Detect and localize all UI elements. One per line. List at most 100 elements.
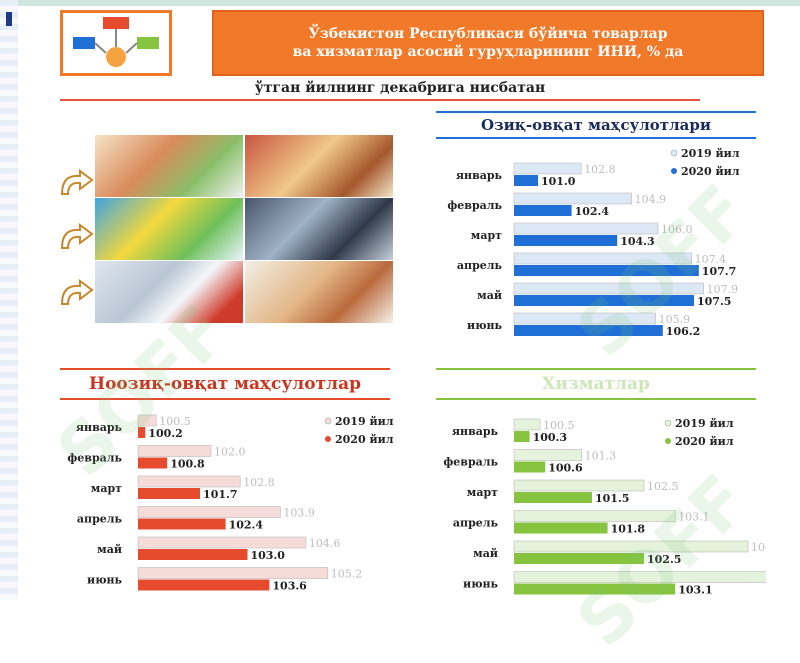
food-bar-2019: [513, 162, 582, 175]
services-value-label-2020: 103.1: [678, 584, 712, 597]
food-bar-2020: [514, 205, 572, 216]
page-title-line-1: Ўзбекистон Республикаси бўйича товарлар: [308, 26, 668, 42]
services-panel-top-rule: [436, 368, 756, 370]
services-bar-2019: [513, 571, 766, 583]
services-value-label-2019: 102.5: [647, 480, 679, 493]
services-category-label: апрель: [453, 517, 499, 530]
services-value-label-2020: 100.3: [533, 431, 567, 444]
nonfood-value-label-2019: 102.0: [214, 446, 246, 459]
food-bar-2019: [513, 312, 656, 325]
nonfood-bar-2020: [138, 488, 201, 499]
food-bar-2019: [513, 192, 632, 205]
nonfood-legend-2019: 2019 йил: [335, 415, 394, 428]
nonfood-bar-2019: [137, 536, 307, 549]
nonfood-category-label: март: [91, 482, 122, 495]
food-panel-top-rule: [436, 111, 756, 113]
food-legend-marker-2020: [671, 168, 677, 174]
curved-arrow-icon: [58, 278, 94, 308]
services-chart-title: Хизматлар: [542, 374, 650, 394]
nonfood-value-label-2019: 104.6: [309, 537, 341, 550]
food-legend-2019: 2019 йил: [681, 147, 740, 160]
nonfood-bar-2019: [137, 475, 241, 488]
curved-arrow-icon: [58, 222, 94, 252]
nonfood-bar-2020: [138, 549, 248, 560]
food-chart-title: Озиқ-овқат маҳсулотлари: [481, 116, 711, 134]
food-value-label-2020: 104.3: [620, 235, 654, 248]
food-value-label-2019: 102.8: [584, 163, 616, 176]
nonfood-value-label-2019: 102.8: [243, 476, 275, 489]
services-value-label-2020: 102.5: [647, 553, 681, 566]
nonfood-panel-bottom-rule: [60, 398, 390, 400]
services-legend-marker-2020: [665, 438, 671, 444]
food-bar-2019: [513, 222, 659, 235]
nonfood-value-label-2020: 102.4: [229, 519, 264, 532]
food-value-label-2020: 101.0: [541, 175, 576, 188]
services-legend-2020: 2020 йил: [675, 435, 734, 448]
services-value-label-2020: 101.8: [611, 523, 646, 536]
food-value-label-2020: 107.7: [702, 265, 736, 278]
food-value-label-2019: 107.9: [707, 283, 739, 296]
services-photo-home: [245, 261, 393, 323]
services-category-label: март: [467, 486, 498, 499]
food-bar-2020: [514, 235, 618, 246]
nonfood-bar-2020: [138, 427, 146, 438]
nonfood-value-label-2019: 103.9: [283, 507, 315, 520]
network-logo-icon: [60, 10, 172, 76]
nonfood-category-label: январь: [76, 421, 123, 434]
services-value-label-2019: 104.5: [751, 541, 766, 554]
services-bar-2019: [513, 418, 541, 431]
nonfood-category-label: апрель: [77, 513, 123, 526]
services-value-label-2019: 100.5: [543, 419, 575, 432]
top-decorative-strip: [18, 0, 800, 6]
nonfood-value-label-2019: 100.5: [159, 415, 191, 428]
nonfood-category-label: май: [97, 543, 122, 556]
services-bar-2020: [514, 461, 546, 473]
food-photo-produce: [95, 135, 243, 197]
services-value-label-2020: 101.5: [595, 492, 629, 505]
nonfood-legend-2020: 2020 йил: [335, 433, 394, 446]
services-bar-2019: [513, 449, 582, 461]
nonfood-value-label-2020: 100.8: [170, 458, 205, 471]
food-bar-2020: [514, 295, 694, 306]
food-value-label-2019: 106.0: [661, 223, 693, 236]
food-bar-2019: [513, 282, 704, 295]
food-bar-2020: [514, 265, 699, 276]
nonfood-category-label: июнь: [87, 574, 122, 587]
services-category-label: май: [473, 547, 498, 560]
nonfood-category-label: февраль: [67, 452, 122, 465]
curved-arrow-icon: [58, 168, 94, 198]
services-value-label-2020: 100.6: [548, 462, 583, 475]
services-bar-2020: [514, 583, 676, 595]
nonfood-value-label-2020: 103.0: [251, 549, 286, 562]
nonfood-value-label-2019: 105.2: [331, 568, 363, 581]
food-category-label: май: [477, 289, 502, 302]
page-title-line-2: ва хизматлар асосий гуруҳларининг ИНИ, %…: [292, 44, 684, 60]
subtitle-divider: [60, 99, 700, 101]
services-panel-bottom-rule: [436, 398, 756, 400]
nonfood-photo-detergents: [95, 198, 243, 260]
services-bar-2019: [513, 540, 749, 553]
nonfood-legend-marker-2020: [325, 436, 331, 442]
food-value-label-2019: 105.9: [659, 313, 691, 326]
services-category-label: июнь: [463, 578, 498, 591]
food-value-label-2020: 106.2: [666, 325, 700, 338]
food-category-label: январь: [456, 169, 503, 182]
services-category-label: январь: [452, 425, 499, 438]
food-legend-2020: 2020 йил: [681, 165, 740, 178]
services-bar-2019: [513, 479, 645, 492]
page-subtitle: ўтган йилнинг декабрига нисбатан: [254, 80, 546, 96]
food-photo-meat: [245, 135, 393, 197]
services-photo-utilities: [95, 261, 243, 323]
food-category-label: апрель: [457, 259, 503, 272]
food-bar-2019: [513, 252, 692, 265]
nonfood-bar-2019: [137, 506, 281, 518]
nonfood-value-label-2020: 103.6: [272, 580, 307, 593]
services-category-label: февраль: [443, 456, 498, 469]
nonfood-bar-2019: [137, 414, 157, 427]
nonfood-bar-2019: [137, 445, 212, 457]
services-legend-2019: 2019 йил: [675, 417, 734, 430]
services-bar-2020: [514, 431, 530, 442]
food-value-label-2020: 102.4: [575, 205, 610, 218]
